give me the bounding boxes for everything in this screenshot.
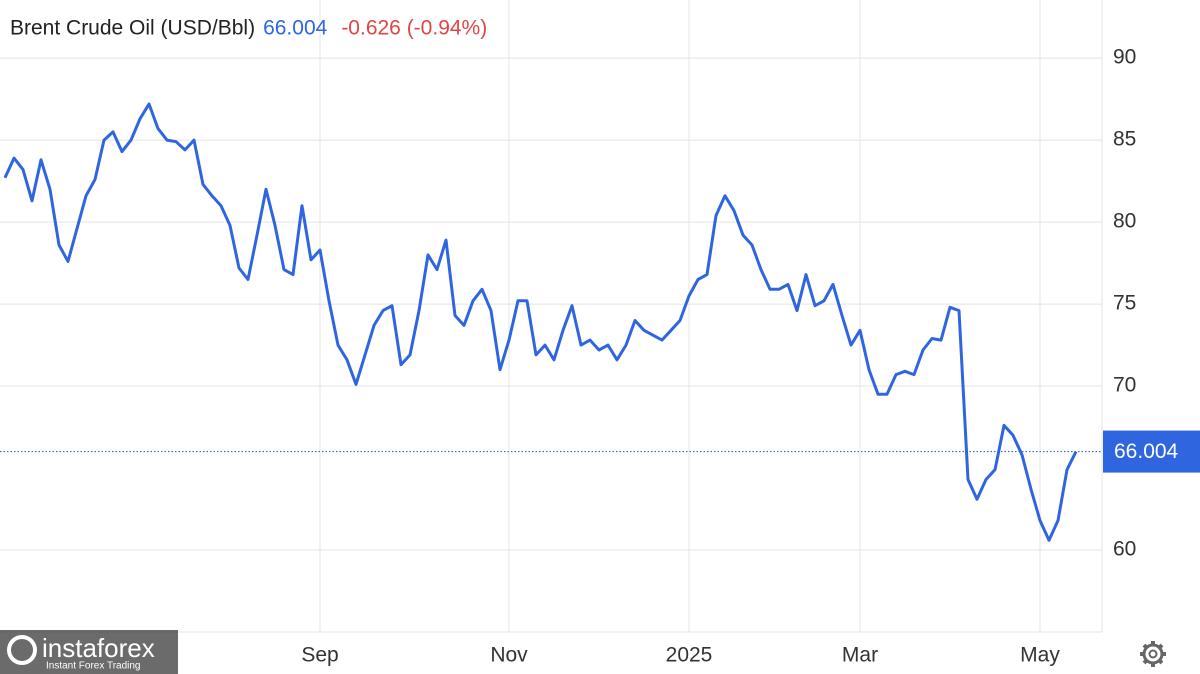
change: -0.626 (-0.94%)	[341, 17, 487, 40]
price-line	[3, 102, 1078, 542]
chart-title: Brent Crude Oil (USD/Bbl)	[10, 17, 255, 40]
x-tick-label: Sep	[301, 644, 338, 667]
x-tick-label: Mar	[842, 644, 878, 667]
settings-button[interactable]	[1140, 641, 1166, 667]
last-value: 66.004	[263, 17, 328, 40]
watermark-icon	[7, 635, 37, 665]
watermark-tagline: Instant Forex Trading	[46, 661, 141, 672]
y-tick-label: 90	[1113, 46, 1136, 69]
x-tick-label: 2025	[666, 644, 713, 667]
watermark: instaforex Instant Forex Trading	[0, 630, 178, 674]
y-tick-label: 85	[1113, 128, 1136, 151]
watermark-brand: instaforex	[42, 633, 155, 663]
last-value-tag	[1103, 430, 1200, 473]
y-tick-label: 80	[1113, 210, 1136, 233]
x-tick-label: May	[1020, 644, 1060, 667]
settings-gear[interactable]	[1142, 643, 1164, 665]
last-value-label: 66.004	[1114, 440, 1179, 463]
settings-gear-hub[interactable]	[1148, 649, 1158, 659]
y-tick-label: 70	[1113, 374, 1136, 397]
x-tick-label: Nov	[490, 644, 528, 667]
grid	[0, 0, 1102, 632]
y-tick-label: 60	[1113, 538, 1136, 561]
y-tick-label: 75	[1113, 292, 1136, 315]
